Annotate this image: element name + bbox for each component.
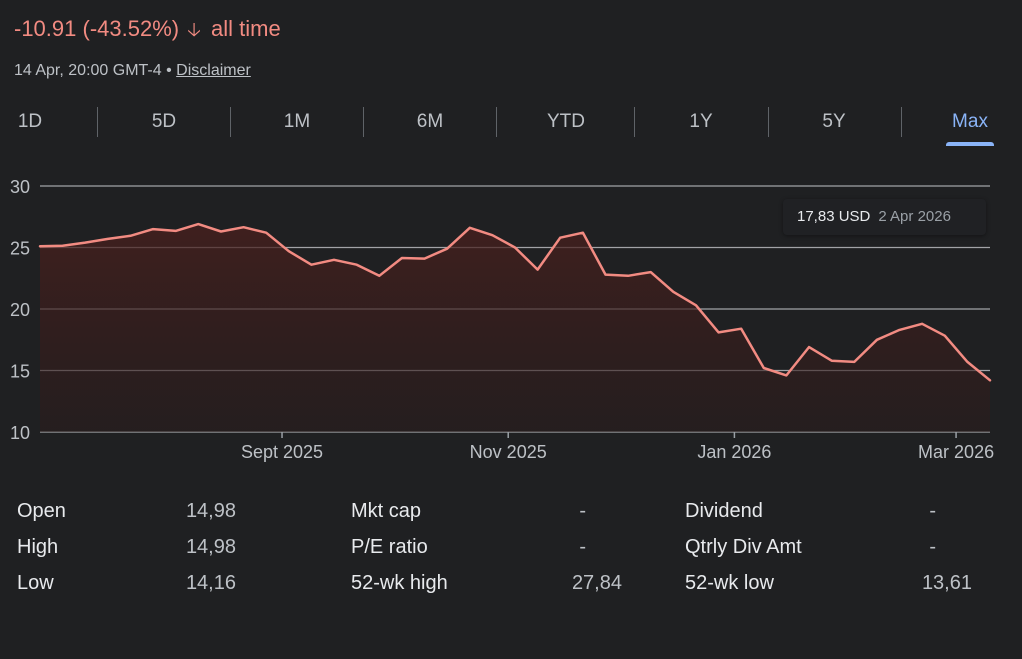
- tooltip-date: 2 Apr 2026: [878, 208, 951, 225]
- stat-value-pe-ratio: -: [579, 536, 586, 558]
- price-tooltip: 17,83 USD 2 Apr 2026: [783, 199, 986, 235]
- stat-value-open: 14,98: [185, 500, 236, 522]
- tab-label: 5D: [151, 111, 177, 132]
- x-tick-label: Sept 2025: [241, 442, 323, 462]
- change-period: all time: [211, 16, 281, 41]
- tab-divider: [496, 107, 497, 137]
- tab-label: 1D: [17, 111, 43, 132]
- chart-area-fill: [40, 224, 990, 432]
- active-tab-indicator: [946, 142, 994, 146]
- arrow-down-icon: 🡣: [187, 20, 201, 41]
- x-tick-label: Mar 2026: [918, 442, 994, 462]
- tab-divider: [768, 107, 769, 137]
- stat-label-52wk-high: 52-wk high: [351, 572, 448, 594]
- tab-max[interactable]: Max: [946, 106, 994, 146]
- tab-5y[interactable]: 5Y: [810, 106, 858, 146]
- y-tick-label: 25: [10, 239, 30, 259]
- stat-label-low: Low: [17, 572, 54, 594]
- price-change: -10.91 (-43.52%) 🡣 all time: [14, 16, 281, 48]
- x-tick-label: Jan 2026: [697, 442, 771, 462]
- timestamp-line: 14 Apr, 20:00 GMT-4 • Disclaimer: [14, 62, 251, 80]
- price-chart[interactable]: 30 25 20 15 10 Sept 2025 Nov 2025 Jan 2026 Mar …: [0, 170, 1022, 470]
- tab-label: 6M: [416, 111, 444, 132]
- tab-divider: [901, 107, 902, 137]
- tab-1m[interactable]: 1M: [273, 106, 321, 146]
- stat-value-low: 14,16: [185, 572, 236, 594]
- tab-label: 1Y: [689, 111, 713, 132]
- tab-label: YTD: [547, 111, 585, 132]
- tab-ytd[interactable]: YTD: [536, 106, 596, 146]
- stat-label-pe-ratio: P/E ratio: [351, 536, 428, 558]
- series-line-price: [38, 222, 992, 382]
- bullet-separator: •: [166, 62, 172, 79]
- tab-label: Max: [952, 111, 988, 132]
- tab-label: 5Y: [822, 111, 846, 132]
- tab-divider: [634, 107, 635, 137]
- tab-1y[interactable]: 1Y: [677, 106, 725, 146]
- tab-divider: [97, 107, 98, 137]
- timestamp: 14 Apr, 20:00 GMT-4: [14, 62, 162, 79]
- stat-value-mkt-cap: -: [579, 500, 586, 522]
- tooltip-price: 17,83 USD: [797, 208, 871, 225]
- y-tick-label: 15: [10, 362, 30, 382]
- stat-label-52wk-low: 52-wk low: [685, 572, 774, 594]
- y-tick-label: 20: [10, 300, 30, 320]
- change-value: -10.91 (-43.52%): [14, 16, 180, 41]
- stat-label-qtrly-div-amt: Qtrly Div Amt: [685, 536, 802, 558]
- tab-divider: [363, 107, 364, 137]
- y-tick-label: 10: [10, 423, 30, 443]
- stat-label-dividend: Dividend: [685, 500, 763, 522]
- tab-divider: [230, 107, 231, 137]
- stat-value-dividend: -: [929, 500, 936, 522]
- time-range-tabs: 1D 5D 1M 6M YTD 1Y 5Y Max: [0, 106, 1022, 146]
- tab-label: 1M: [283, 111, 311, 132]
- stat-value-52wk-high: 27,84: [571, 572, 622, 594]
- stat-value-qtrly-div-amt: -: [929, 536, 936, 558]
- stat-value-52wk-low: 13,61: [921, 572, 972, 594]
- stat-value-high: 14,98: [185, 536, 236, 558]
- x-tick-label: Nov 2025: [470, 442, 547, 462]
- stat-label-high: High: [17, 536, 59, 558]
- stat-label-mkt-cap: Mkt cap: [351, 500, 422, 522]
- tab-5d[interactable]: 5D: [140, 106, 188, 146]
- tab-1d[interactable]: 1D: [8, 106, 52, 146]
- stat-label-open: Open: [17, 500, 66, 522]
- y-tick-label: 30: [10, 177, 30, 197]
- disclaimer-link[interactable]: Disclaimer: [176, 62, 251, 79]
- tab-6m[interactable]: 6M: [406, 106, 454, 146]
